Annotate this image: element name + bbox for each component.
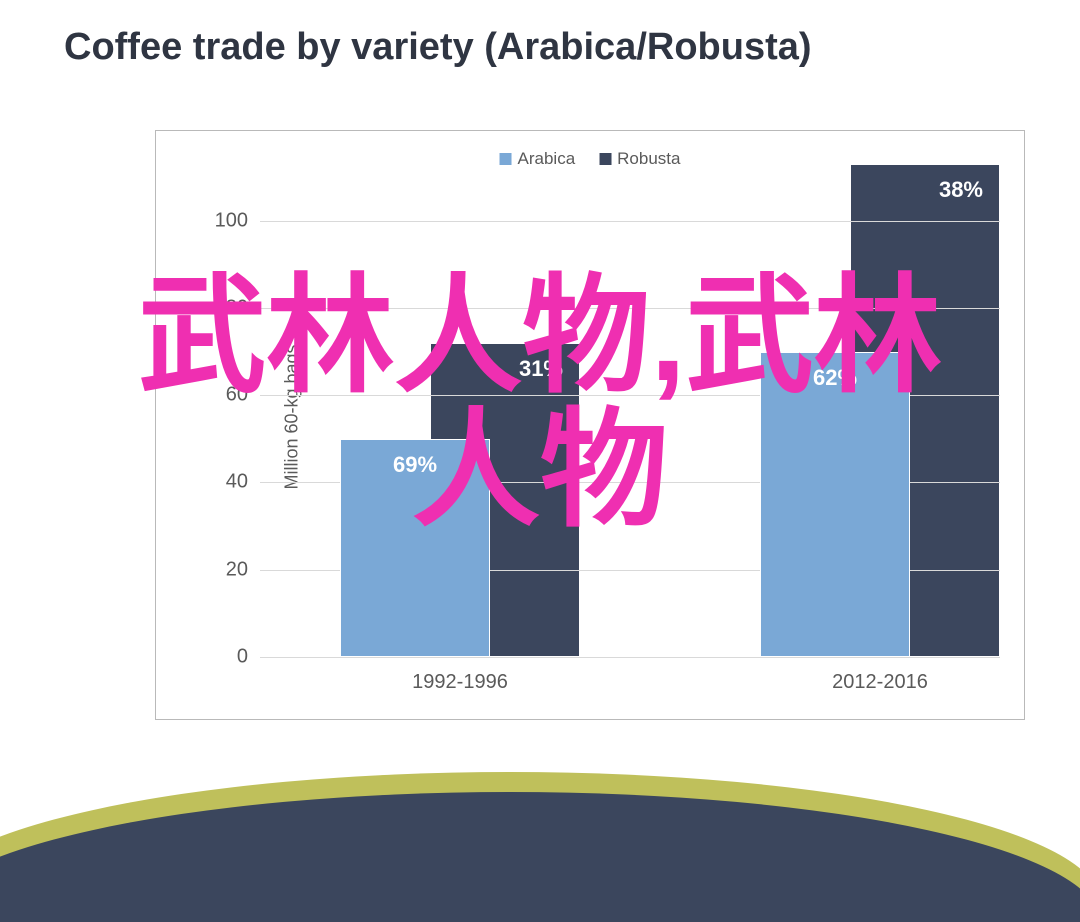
overlay-line-2: 人物 — [412, 399, 668, 542]
slide-title: Coffee trade by variety (Arabica/Robusta… — [64, 26, 812, 69]
x-tick-label: 2012-2016 — [832, 671, 928, 694]
legend-label-arabica: Arabica — [518, 149, 576, 169]
logo-bar-icon — [1002, 789, 1042, 795]
overlay-line-1: 武林人物,武林 — [138, 265, 942, 408]
legend-label-robusta: Robusta — [617, 149, 680, 169]
overlay-watermark: 武林人物,武林 人物 — [138, 270, 942, 539]
y-tick-label: 100 — [188, 209, 248, 232]
legend-swatch-arabica — [500, 153, 512, 165]
y-tick-label: 0 — [188, 646, 248, 669]
legend-item-arabica: Arabica — [500, 149, 576, 169]
legend-item-robusta: Robusta — [599, 149, 680, 169]
x-tick-label: 1992-1996 — [412, 671, 508, 694]
legend-swatch-robusta — [599, 153, 611, 165]
chart-legend: Arabica Robusta — [500, 149, 681, 169]
y-tick-label: 20 — [188, 558, 248, 581]
gridline — [260, 657, 1000, 658]
bar-label-robusta: 38% — [939, 177, 983, 203]
footer-logo — [982, 752, 1062, 832]
